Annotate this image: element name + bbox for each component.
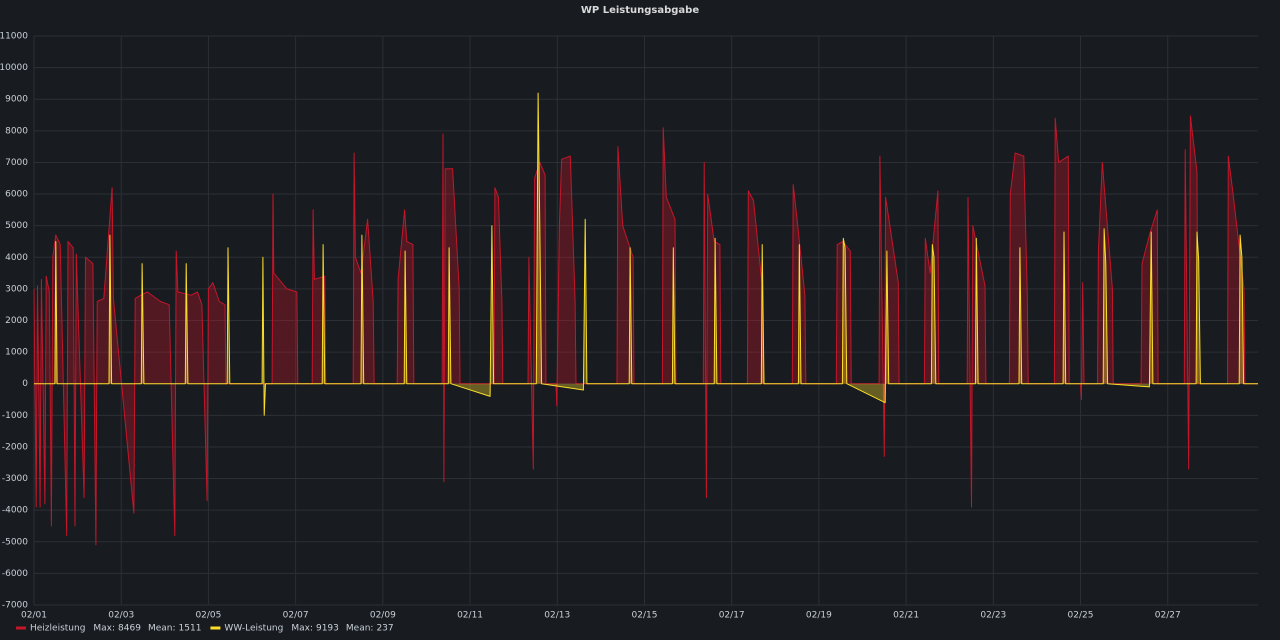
legend-stat-value: 9193 [316,624,339,634]
x-tick-label: 02/27 [1155,611,1181,621]
y-tick-label: 1000 [5,348,28,358]
legend-stat-value: 237 [376,624,393,634]
legend-stat-label: Max: [93,624,115,634]
y-tick-label: 10000 [0,63,28,73]
x-tick-label: 02/01 [21,611,47,621]
x-tick-label: 02/25 [1068,611,1094,621]
x-tick-label: 02/19 [806,611,832,621]
legend-stat-value: 8469 [118,624,141,634]
series-line [33,115,1258,546]
series-line [34,92,1258,416]
area-fill [34,116,1258,545]
y-tick-label: 4000 [5,253,28,263]
x-tick-label: 02/23 [980,611,1006,621]
x-tick-label: 02/15 [632,611,658,621]
y-tick-label: -1000 [2,411,28,421]
y-tick-label: 3000 [5,284,28,294]
y-tick-label: 5000 [5,221,28,231]
legend-stat-value: 1511 [179,624,202,634]
x-tick-label: 02/05 [195,611,221,621]
y-tick-label: 6000 [5,190,28,200]
y-tick-label: -5000 [2,537,28,547]
y-tick-label: 9000 [5,95,28,105]
legend-label: WW-Leistung [224,624,283,634]
y-tick-label: 0 [22,379,28,389]
y-tick-label: 8000 [5,126,28,136]
y-tick-label: -6000 [2,569,28,579]
legend-stat-label: Mean: [346,624,374,634]
x-tick-label: 02/11 [457,611,483,621]
chart-title: WP Leistungsabgabe [581,5,699,16]
y-tick-label: -2000 [2,442,28,452]
x-tick-label: 02/13 [544,611,570,621]
x-tick-label: 02/09 [370,611,396,621]
x-tick-label: 02/07 [283,611,309,621]
y-tick-label: -3000 [2,474,28,484]
y-tick-label: 11000 [0,32,28,42]
legend-label: Heizleistung [30,624,85,634]
y-tick-label: -4000 [2,506,28,516]
y-tick-label: 7000 [5,158,28,168]
x-tick-label: 02/17 [719,611,745,621]
x-tick-label: 02/21 [893,611,919,621]
y-tick-label: 2000 [5,316,28,326]
x-tick-label: 02/03 [108,611,134,621]
y-tick-label: -7000 [2,601,28,611]
legend-stat-label: Max: [291,624,313,634]
legend-stat-label: Mean: [148,624,176,634]
